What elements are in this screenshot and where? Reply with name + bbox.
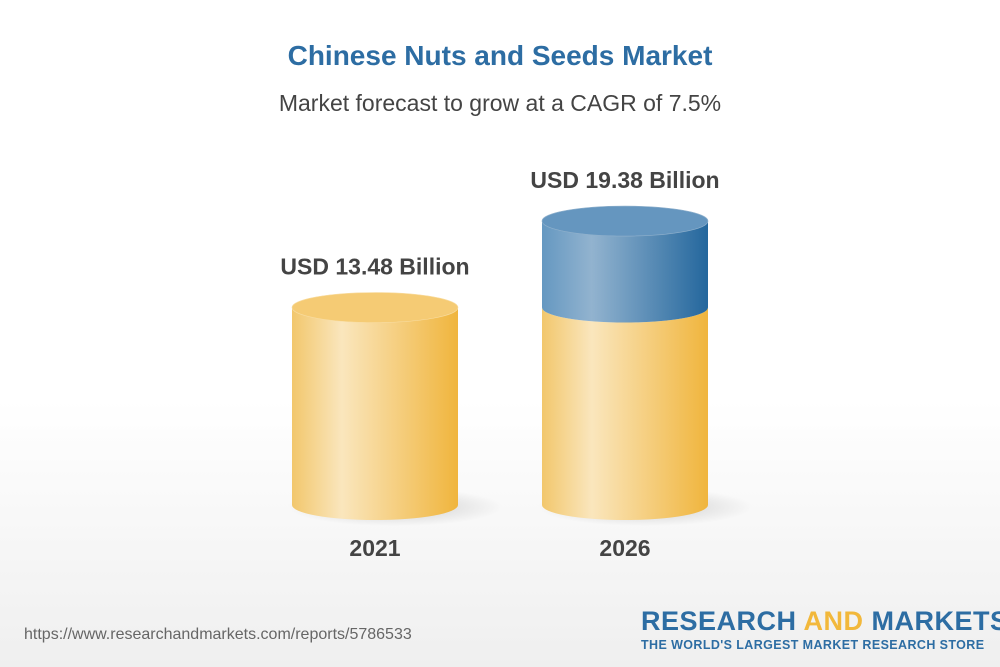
logo-tagline: THE WORLD'S LARGEST MARKET RESEARCH STOR… bbox=[641, 638, 985, 652]
source-url[interactable]: https://www.researchandmarkets.com/repor… bbox=[24, 626, 412, 643]
data-label: USD 13.48 Billion bbox=[280, 254, 469, 280]
cylinder-growth-2026 bbox=[542, 221, 708, 323]
cylinder-base-2021 bbox=[292, 307, 458, 520]
category-label: 2026 bbox=[599, 535, 650, 561]
data-label: USD 19.38 Billion bbox=[530, 167, 719, 193]
logo-text-and: AND bbox=[803, 606, 864, 636]
logo-text: MARKETS bbox=[863, 606, 1000, 636]
research-and-markets-logo: RESEARCH AND MARKETS THE WORLD'S LARGEST… bbox=[641, 606, 1000, 652]
cylinder-top-2026 bbox=[541, 205, 709, 237]
logo-text: RESEARCH bbox=[641, 606, 804, 636]
chart-subtitle: Market forecast to grow at a CAGR of 7.5… bbox=[278, 90, 722, 116]
chart-title: Chinese Nuts and Seeds Market bbox=[287, 40, 713, 71]
cylinder-top-2021 bbox=[291, 292, 459, 323]
cylinder-base-2026 bbox=[542, 307, 708, 520]
category-label: 2021 bbox=[349, 535, 400, 561]
